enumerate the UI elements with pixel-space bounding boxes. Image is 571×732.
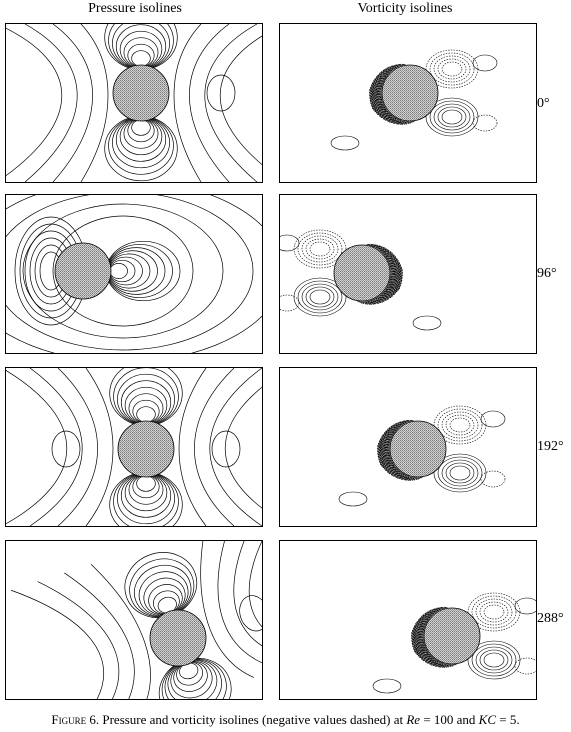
pressure-panel-0	[5, 23, 263, 183]
phase-angle-label-288: 288°	[537, 611, 564, 626]
phase-angle-label-0: 0°	[537, 96, 550, 111]
vorticity-panel-192	[279, 367, 537, 527]
caption-text: Pressure and vorticity isolines (negativ…	[99, 712, 407, 727]
phase-angle-label-192: 192°	[537, 439, 564, 454]
kc-value: = 5.	[496, 712, 520, 727]
vorticity-panel-0	[279, 23, 537, 183]
caption-label: Figure 6.	[51, 712, 100, 727]
kc-symbol: KC	[478, 712, 497, 727]
pressure-panel-192	[5, 367, 263, 527]
re-value: = 100 and	[420, 712, 479, 727]
vorticity-panel-96	[279, 194, 537, 354]
phase-angle-label-96: 96°	[537, 266, 557, 281]
pressure-panel-96	[5, 194, 263, 354]
pressure-column-heading: Pressure isolines	[88, 1, 182, 16]
vorticity-column-heading: Vorticity isolines	[357, 1, 453, 16]
vorticity-panel-288	[279, 540, 537, 700]
pressure-panel-288	[5, 540, 263, 700]
figure-caption: Figure 6. Pressure and vorticity isoline…	[0, 712, 571, 728]
re-symbol: Re	[406, 712, 421, 727]
